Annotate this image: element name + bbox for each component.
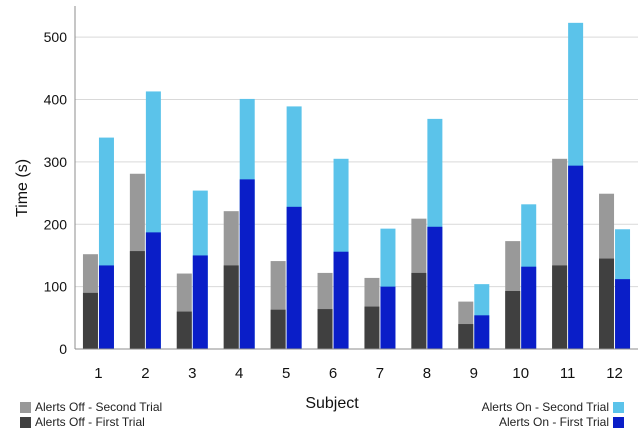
legend-label: Alerts On - First Trial [498, 415, 609, 429]
legend-item-alerts-off-first: Alerts Off - First Trial [20, 415, 145, 429]
bar-alerts-on-first [192, 255, 208, 349]
x-tick-label: 5 [282, 365, 290, 382]
bar-alerts-off-first [317, 309, 333, 349]
legend-swatch [20, 416, 31, 428]
x-tick-label: 8 [423, 365, 431, 382]
bar-alerts-off-first [599, 258, 615, 349]
x-tick-label: 2 [141, 365, 149, 382]
bars [82, 22, 631, 350]
bar-alerts-on-first [474, 315, 490, 349]
x-tick-label: 10 [512, 365, 529, 382]
y-tick-label: 300 [44, 154, 68, 170]
legend-swatch [613, 401, 624, 413]
bar-alerts-off-first [270, 309, 286, 349]
bar-alerts-off-first [411, 272, 427, 349]
x-tick-label: 3 [188, 365, 196, 382]
y-tick-label: 100 [44, 279, 68, 295]
bar-alerts-on-first [239, 179, 255, 349]
bar-alerts-on-first [286, 206, 302, 349]
y-tick-label: 200 [44, 216, 68, 232]
x-tick-label: 9 [470, 365, 478, 382]
bar-alerts-on-first [615, 279, 631, 349]
grid-lines [75, 36, 638, 288]
bar-alerts-off-first [458, 324, 474, 349]
legend-label: Alerts On - Second Trial [481, 400, 609, 414]
x-tick-label: 6 [329, 365, 337, 382]
legend-label: Alerts Off - First Trial [35, 415, 145, 429]
legend-item-alerts-on-second: Alerts On - Second Trial [482, 400, 624, 414]
bar-alerts-off-first [552, 265, 568, 349]
bar-alerts-off-first [223, 265, 239, 349]
legend-label: Alerts Off - Second Trial [35, 400, 163, 414]
bar-alerts-on-first [521, 266, 537, 349]
bar-alerts-off-first [82, 292, 98, 349]
x-tick-label: 4 [235, 365, 243, 382]
bar-alerts-off-first [505, 291, 521, 349]
legend-swatch [20, 401, 31, 413]
y-axis-label: Time (s) [14, 159, 31, 217]
bar-alerts-on-first [427, 226, 443, 349]
legend-item-alerts-on-first: Alerts On - First Trial [499, 415, 624, 429]
x-tick-label: 12 [606, 365, 623, 382]
bar-alerts-off-first [364, 306, 380, 349]
x-tick-label: 7 [376, 365, 384, 382]
bar-alerts-off-first [176, 311, 192, 349]
x-tick-label: 11 [560, 365, 576, 382]
bar-alerts-off-first [129, 251, 145, 349]
bar-alerts-on-first [333, 251, 349, 349]
legend-item-alerts-off-second: Alerts Off - Second Trial [20, 400, 162, 414]
legend-swatch [613, 416, 624, 428]
bar-alerts-on-first [380, 286, 396, 349]
x-tick-labels: 1 2 3 4 5 6 7 8 9 10 11 12 [94, 365, 623, 382]
y-tick-label: 500 [44, 29, 68, 45]
y-tick-labels: 0 100 200 300 400 500 [44, 29, 68, 357]
y-tick-label: 400 [44, 92, 68, 108]
bar-alerts-on-first [98, 265, 114, 349]
x-tick-label: 1 [94, 365, 102, 382]
bar-alerts-on-first [145, 232, 161, 349]
bar-alerts-on-first [568, 165, 584, 349]
axes [74, 6, 638, 350]
y-tick-label: 0 [59, 341, 67, 357]
x-axis-label: Subject [305, 395, 359, 412]
